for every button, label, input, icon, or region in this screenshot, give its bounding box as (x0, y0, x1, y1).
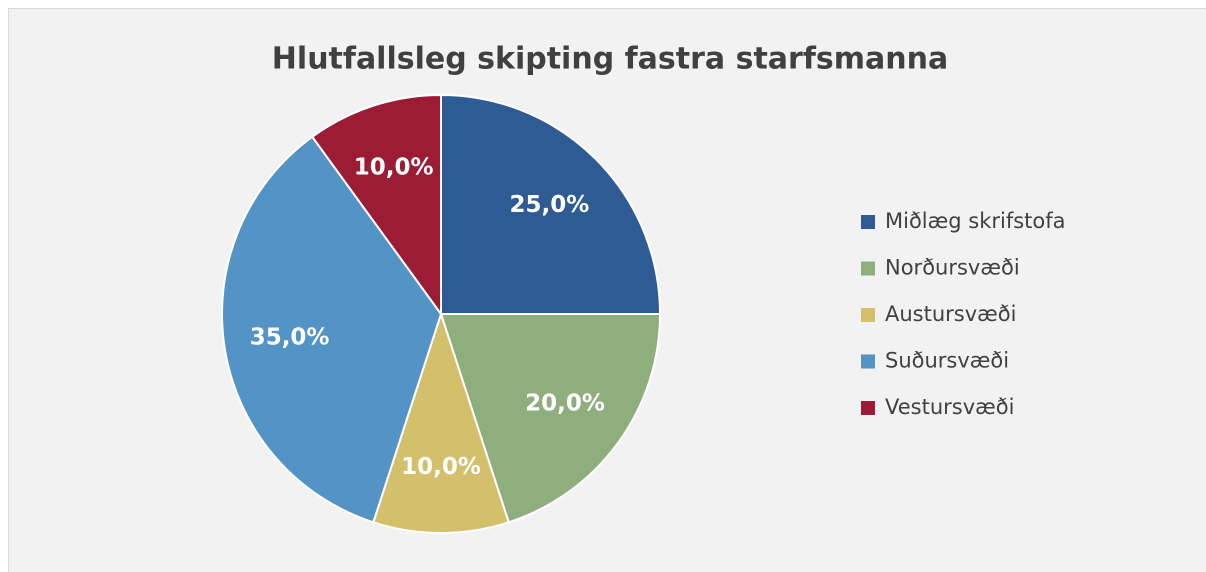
legend-label: Norðursvæði (885, 256, 1020, 280)
data-label: 10,0% (354, 155, 434, 181)
data-label: 25,0% (510, 192, 590, 218)
chart-title: Hlutfallsleg skipting fastra starfsmanna (272, 42, 948, 77)
legend-swatch (861, 354, 875, 369)
legend-label: Vestursvæði (885, 395, 1014, 419)
pie-slice (372, 310, 510, 534)
pie-slice (439, 313, 662, 524)
pie-slice (310, 93, 442, 318)
legend-label: Austursvæði (885, 302, 1016, 326)
legend-swatch (861, 261, 875, 276)
legend-swatch (861, 401, 875, 415)
legend-label: Suðursvæði (885, 349, 1009, 373)
legend-swatch (861, 308, 875, 322)
data-label: 10,0% (401, 454, 481, 480)
data-label: 20,0% (525, 391, 605, 417)
legend-label: Miðlæg skrifstofa (885, 209, 1066, 233)
data-label: 35,0% (250, 324, 330, 350)
pie-slice (440, 93, 662, 315)
pie-slice (221, 135, 443, 524)
legend-swatch (861, 215, 875, 229)
